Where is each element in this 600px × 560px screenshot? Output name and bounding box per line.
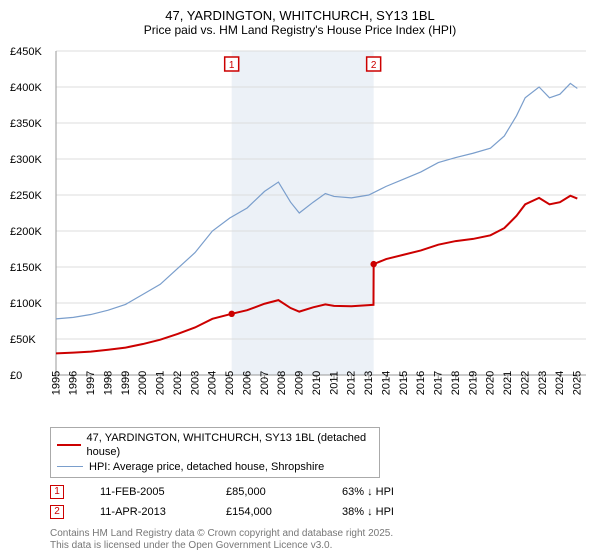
legend-label: HPI: Average price, detached house, Shro… [89, 460, 324, 474]
svg-text:2009: 2009 [294, 371, 306, 395]
svg-text:2005: 2005 [224, 371, 236, 395]
tx-delta: 38% ↓ HPI [342, 506, 394, 518]
tx-marker-1: 1 [50, 485, 64, 499]
svg-text:£400K: £400K [10, 82, 42, 94]
svg-text:£150K: £150K [10, 262, 42, 274]
svg-text:£450K: £450K [10, 46, 42, 58]
svg-text:2001: 2001 [155, 371, 167, 395]
svg-text:£50K: £50K [10, 334, 36, 346]
chart-svg: £0 £50K £100K £150K £200K £250K £300K £350K £400… [10, 43, 590, 423]
legend: 47, YARDINGTON, WHITCHURCH, SY13 1BL (de… [50, 427, 380, 478]
svg-text:2016: 2016 [415, 371, 427, 395]
svg-text:£350K: £350K [10, 118, 42, 130]
tx-price: £85,000 [226, 486, 306, 498]
svg-text:£250K: £250K [10, 190, 42, 202]
svg-text:2006: 2006 [241, 371, 253, 395]
svg-text:2020: 2020 [485, 371, 497, 395]
svg-text:2022: 2022 [519, 371, 531, 395]
tx-date: 11-FEB-2005 [100, 486, 190, 498]
svg-text:2004: 2004 [207, 371, 219, 395]
svg-text:2015: 2015 [398, 371, 410, 395]
svg-text:1: 1 [229, 60, 235, 71]
svg-text:2017: 2017 [433, 371, 445, 395]
transactions-table: 1 11-FEB-2005 £85,000 63% ↓ HPI 2 11-APR… [50, 482, 590, 522]
svg-text:2018: 2018 [450, 371, 462, 395]
tx-marker-2: 2 [50, 505, 64, 519]
footer-note: Contains HM Land Registry data © Crown c… [50, 528, 590, 553]
chart-title: 47, YARDINGTON, WHITCHURCH, SY13 1BL [10, 8, 590, 23]
legend-row-price: 47, YARDINGTON, WHITCHURCH, SY13 1BL (de… [57, 431, 373, 460]
svg-text:2011: 2011 [328, 371, 340, 395]
chart-subtitle: Price paid vs. HM Land Registry's House … [10, 23, 590, 37]
svg-text:2021: 2021 [502, 371, 514, 395]
svg-text:2003: 2003 [189, 371, 201, 395]
svg-text:£300K: £300K [10, 154, 42, 166]
svg-text:2: 2 [371, 60, 377, 71]
svg-text:1995: 1995 [50, 371, 62, 395]
chart-plot: £0 £50K £100K £150K £200K £250K £300K £350K £400… [10, 43, 590, 423]
svg-text:2024: 2024 [554, 371, 566, 395]
svg-text:1996: 1996 [68, 371, 80, 395]
svg-text:2010: 2010 [311, 371, 323, 395]
svg-text:£200K: £200K [10, 226, 42, 238]
svg-text:2012: 2012 [346, 371, 358, 395]
svg-text:2023: 2023 [537, 371, 549, 395]
table-row: 1 11-FEB-2005 £85,000 63% ↓ HPI [50, 482, 590, 502]
footer-line: This data is licensed under the Open Gov… [50, 540, 590, 553]
legend-row-hpi: HPI: Average price, detached house, Shro… [57, 460, 373, 474]
svg-text:2002: 2002 [172, 371, 184, 395]
tx-delta: 63% ↓ HPI [342, 486, 394, 498]
svg-text:£0: £0 [10, 370, 22, 382]
svg-text:1998: 1998 [102, 371, 114, 395]
legend-label: 47, YARDINGTON, WHITCHURCH, SY13 1BL (de… [87, 431, 373, 460]
svg-text:2013: 2013 [363, 371, 375, 395]
legend-swatch-red [57, 444, 81, 446]
svg-text:2008: 2008 [276, 371, 288, 395]
legend-swatch-blue [57, 466, 83, 467]
tx-date: 11-APR-2013 [100, 506, 190, 518]
svg-text:2007: 2007 [259, 371, 271, 395]
footer-line: Contains HM Land Registry data © Crown c… [50, 528, 590, 541]
svg-text:£100K: £100K [10, 298, 42, 310]
svg-text:2014: 2014 [380, 371, 392, 395]
svg-text:2019: 2019 [467, 371, 479, 395]
chart-container: 47, YARDINGTON, WHITCHURCH, SY13 1BL Pri… [0, 0, 600, 560]
table-row: 2 11-APR-2013 £154,000 38% ↓ HPI [50, 502, 590, 522]
tx-price: £154,000 [226, 506, 306, 518]
svg-text:1999: 1999 [120, 371, 132, 395]
svg-text:1997: 1997 [85, 371, 97, 395]
svg-text:2025: 2025 [572, 371, 584, 395]
svg-text:2000: 2000 [137, 371, 149, 395]
